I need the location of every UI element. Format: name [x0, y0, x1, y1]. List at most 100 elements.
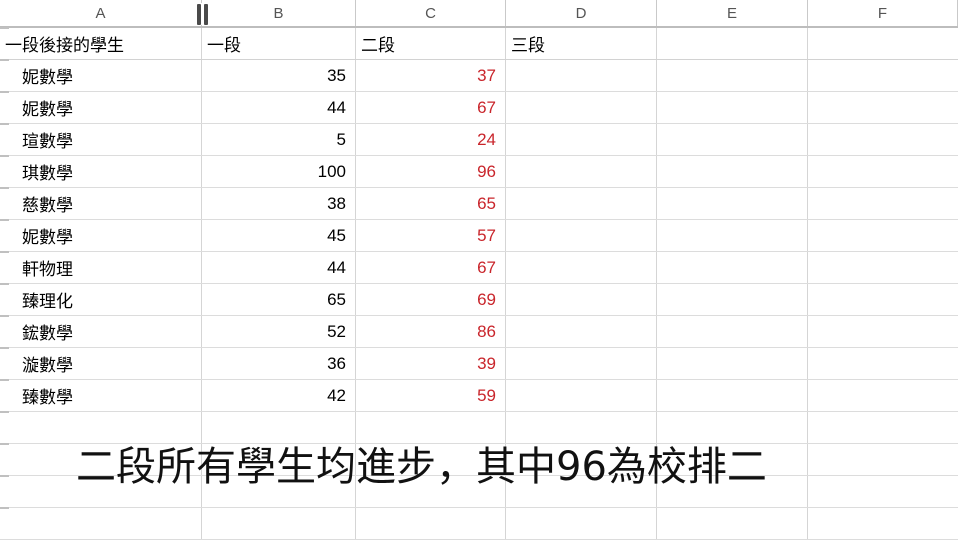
- cell-a9[interactable]: 臻理化: [0, 284, 202, 315]
- cell-f4[interactable]: [808, 124, 958, 155]
- cell-e12[interactable]: [657, 380, 808, 411]
- cell-b12[interactable]: 42: [202, 380, 356, 411]
- cell-a2[interactable]: 妮數學: [0, 60, 202, 91]
- cell-d9[interactable]: [506, 284, 657, 315]
- cell-c3[interactable]: 67: [356, 92, 506, 123]
- cell-c7[interactable]: 57: [356, 220, 506, 251]
- cell-d8[interactable]: [506, 252, 657, 283]
- cell-e6[interactable]: [657, 188, 808, 219]
- cell-f8[interactable]: [808, 252, 958, 283]
- cell-c6[interactable]: 65: [356, 188, 506, 219]
- cell-b6[interactable]: 38: [202, 188, 356, 219]
- cell-d16[interactable]: [506, 508, 657, 539]
- cell-f12[interactable]: [808, 380, 958, 411]
- cell-f13[interactable]: [808, 412, 958, 443]
- cell-b14[interactable]: [202, 444, 356, 475]
- cell-e3[interactable]: [657, 92, 808, 123]
- cell-e10[interactable]: [657, 316, 808, 347]
- column-header-e[interactable]: E: [657, 0, 808, 26]
- cell-e2[interactable]: [657, 60, 808, 91]
- column-header-f[interactable]: F: [808, 0, 958, 26]
- cell-c12[interactable]: 59: [356, 380, 506, 411]
- cell-b8[interactable]: 44: [202, 252, 356, 283]
- cell-e14[interactable]: [657, 444, 808, 475]
- cell-f14[interactable]: [808, 444, 958, 475]
- column-header-c[interactable]: C: [356, 0, 506, 26]
- cell-d5[interactable]: [506, 156, 657, 187]
- cell-d11[interactable]: [506, 348, 657, 379]
- column-resize-handle-a-b[interactable]: [195, 3, 209, 25]
- cell-f3[interactable]: [808, 92, 958, 123]
- cell-f7[interactable]: [808, 220, 958, 251]
- cell-a5[interactable]: 琪數學: [0, 156, 202, 187]
- cell-a4[interactable]: 瑄數學: [0, 124, 202, 155]
- column-header-a[interactable]: A: [0, 0, 202, 26]
- cell-f5[interactable]: [808, 156, 958, 187]
- cell-f2[interactable]: [808, 60, 958, 91]
- cell-d7[interactable]: [506, 220, 657, 251]
- cell-b1[interactable]: 一段: [202, 28, 356, 59]
- cell-e9[interactable]: [657, 284, 808, 315]
- cell-c16[interactable]: [356, 508, 506, 539]
- cell-c14[interactable]: [356, 444, 506, 475]
- cell-f10[interactable]: [808, 316, 958, 347]
- cell-b3[interactable]: 44: [202, 92, 356, 123]
- cell-d2[interactable]: [506, 60, 657, 91]
- cell-e13[interactable]: [657, 412, 808, 443]
- cell-a7[interactable]: 妮數學: [0, 220, 202, 251]
- cell-f11[interactable]: [808, 348, 958, 379]
- cell-b11[interactable]: 36: [202, 348, 356, 379]
- column-header-b[interactable]: B: [202, 0, 356, 26]
- cell-a12[interactable]: 臻數學: [0, 380, 202, 411]
- cell-d15[interactable]: [506, 476, 657, 507]
- cell-e15[interactable]: [657, 476, 808, 507]
- cell-a13[interactable]: [0, 412, 202, 443]
- cell-f16[interactable]: [808, 508, 958, 539]
- cell-c1[interactable]: 二段: [356, 28, 506, 59]
- cell-f9[interactable]: [808, 284, 958, 315]
- cell-e7[interactable]: [657, 220, 808, 251]
- cell-e5[interactable]: [657, 156, 808, 187]
- cell-c15[interactable]: [356, 476, 506, 507]
- cell-d1[interactable]: 三段: [506, 28, 657, 59]
- cell-b7[interactable]: 45: [202, 220, 356, 251]
- cell-c13[interactable]: [356, 412, 506, 443]
- cell-a14[interactable]: [0, 444, 202, 475]
- cell-e4[interactable]: [657, 124, 808, 155]
- cell-d12[interactable]: [506, 380, 657, 411]
- cell-f1[interactable]: [808, 28, 958, 59]
- cell-b16[interactable]: [202, 508, 356, 539]
- cell-b15[interactable]: [202, 476, 356, 507]
- cell-d10[interactable]: [506, 316, 657, 347]
- cell-a1[interactable]: 一段後接的學生: [0, 28, 202, 59]
- cell-e8[interactable]: [657, 252, 808, 283]
- cell-c2[interactable]: 37: [356, 60, 506, 91]
- cell-c8[interactable]: 67: [356, 252, 506, 283]
- cell-a11[interactable]: 漩數學: [0, 348, 202, 379]
- cell-a15[interactable]: [0, 476, 202, 507]
- cell-c11[interactable]: 39: [356, 348, 506, 379]
- cell-b2[interactable]: 35: [202, 60, 356, 91]
- cell-d6[interactable]: [506, 188, 657, 219]
- cell-b13[interactable]: [202, 412, 356, 443]
- cell-b9[interactable]: 65: [202, 284, 356, 315]
- cell-e1[interactable]: [657, 28, 808, 59]
- cell-f15[interactable]: [808, 476, 958, 507]
- cell-e11[interactable]: [657, 348, 808, 379]
- cell-a16[interactable]: [0, 508, 202, 539]
- cell-f6[interactable]: [808, 188, 958, 219]
- column-header-d[interactable]: D: [506, 0, 657, 26]
- cell-d4[interactable]: [506, 124, 657, 155]
- cell-c9[interactable]: 69: [356, 284, 506, 315]
- cell-d14[interactable]: [506, 444, 657, 475]
- cell-c4[interactable]: 24: [356, 124, 506, 155]
- cell-a6[interactable]: 慈數學: [0, 188, 202, 219]
- cell-c10[interactable]: 86: [356, 316, 506, 347]
- cell-e16[interactable]: [657, 508, 808, 539]
- cell-c5[interactable]: 96: [356, 156, 506, 187]
- cell-b5[interactable]: 100: [202, 156, 356, 187]
- cell-d3[interactable]: [506, 92, 657, 123]
- cell-a10[interactable]: 鋐數學: [0, 316, 202, 347]
- cell-a8[interactable]: 軒物理: [0, 252, 202, 283]
- cell-b10[interactable]: 52: [202, 316, 356, 347]
